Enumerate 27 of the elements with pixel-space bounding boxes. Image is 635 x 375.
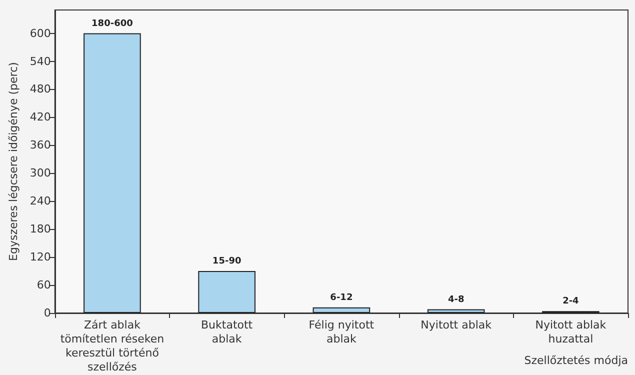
data-label: 4-8	[448, 294, 464, 305]
bar	[312, 307, 370, 313]
y-tick-label: 600	[30, 26, 51, 40]
x-tick-label: Buktatott ablak	[201, 318, 254, 346]
y-tick-label: 360	[30, 138, 51, 152]
bar	[84, 33, 141, 313]
y-tick-label: 60	[36, 278, 51, 292]
y-axis-title: Egyszeres légcsere időigénye (perc)	[7, 62, 20, 261]
x-tick-label: Nyitott ablak huzattal	[535, 318, 607, 346]
y-tick-label: 300	[30, 166, 51, 180]
y-tick-label: 120	[30, 250, 51, 264]
y-tick-label: 540	[30, 54, 51, 68]
y-tick-label: 180	[30, 222, 51, 236]
data-label: 6-12	[330, 292, 353, 303]
data-label: 15-90	[212, 256, 242, 267]
x-tick-label: Nyitott ablak	[420, 318, 492, 332]
bar	[198, 271, 256, 313]
y-tick-label: 0	[44, 306, 51, 320]
x-tick-label: Félig nyitott ablak	[308, 318, 375, 346]
bar	[427, 309, 485, 313]
data-label: 180-600	[92, 18, 133, 29]
y-tick-label: 240	[30, 194, 51, 208]
y-tick-label: 480	[30, 82, 51, 96]
y-tick-label: 420	[30, 110, 51, 124]
data-label: 2-4	[562, 296, 579, 307]
x-tick-label: Zárt ablak tömítetlen réseken keresztül történő szellőzés	[60, 318, 164, 374]
x-axis-title: Szellőztetés módja	[524, 354, 628, 367]
